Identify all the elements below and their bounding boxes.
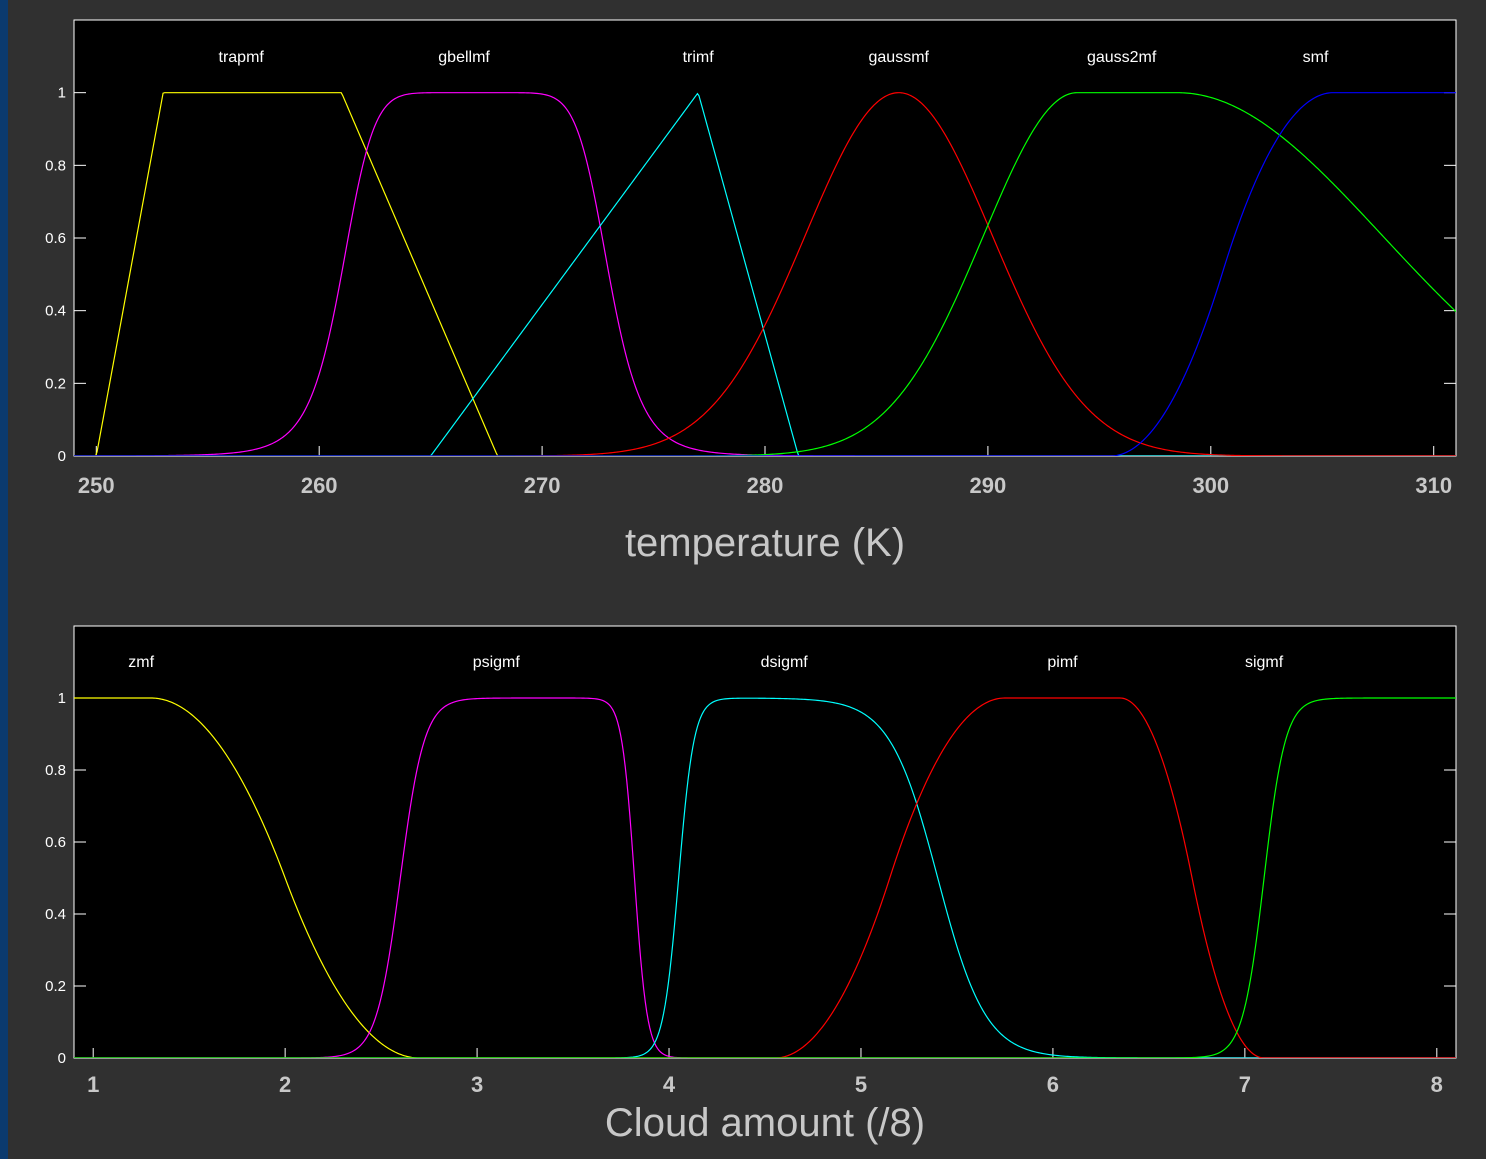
series-line-sigmf (74, 697, 1456, 1058)
series-label-dsigmf: dsigmf (761, 654, 809, 671)
x-tick-label: 260 (301, 473, 338, 498)
y-tick-label: 1 (58, 85, 66, 102)
y-tick-label: 0 (58, 1050, 66, 1067)
x-axis-title: Cloud amount (/8) (605, 1101, 925, 1145)
series-line-trimf (74, 92, 1456, 456)
y-tick-label: 0.6 (45, 230, 66, 247)
series-line-zmf (74, 697, 1456, 1058)
series-label-gbellmf: gbellmf (438, 49, 490, 66)
x-tick-label: 2 (279, 1072, 291, 1097)
series-line-trapmf (74, 92, 1456, 456)
x-axis-title: temperature (K) (625, 521, 905, 565)
series-label-sigmf: sigmf (1245, 654, 1284, 671)
y-tick-label: 0.4 (45, 303, 66, 320)
plot-area (73, 625, 1457, 1059)
x-tick-label: 3 (471, 1072, 483, 1097)
chart-panel-2: 0 0.2 0.4 0.6 0.8 1 1 2 3 4 5 6 7 8 Cloud amount (/8) z… (45, 625, 1457, 1145)
x-tick-label: 4 (663, 1072, 676, 1097)
series-line-gbellmf (74, 92, 1456, 456)
series-line-pimf (74, 697, 1456, 1058)
y-tick-label: 0.6 (45, 834, 66, 851)
y-tick-label: 0.8 (45, 157, 66, 174)
series-label-gauss2mf: gauss2mf (1087, 49, 1157, 66)
chart-panel-1: 0 0.2 0.4 0.6 0.8 1 250 260 270 280 290 300 310 tempe… (45, 19, 1457, 565)
x-tick-label: 250 (78, 473, 115, 498)
y-tick-label: 0.2 (45, 375, 66, 392)
series-label-pimf: pimf (1047, 654, 1078, 671)
series-line-gaussmf (74, 92, 1456, 456)
x-tick-label: 1 (87, 1072, 99, 1097)
x-tick-label: 280 (747, 473, 784, 498)
series-label-smf: smf (1303, 49, 1329, 66)
series-label-zmf: zmf (128, 654, 154, 671)
series-line-smf (74, 92, 1456, 456)
y-tick-label: 0.8 (45, 762, 66, 779)
series-label-gaussmf: gaussmf (869, 49, 930, 66)
figure-frame: 0 0.2 0.4 0.6 0.8 1 250 260 270 280 290 300 310 tempe… (8, 0, 1486, 1159)
x-tick-label: 270 (524, 473, 561, 498)
series-label-trimf: trimf (683, 49, 715, 66)
x-tick-label: 290 (970, 473, 1007, 498)
series-label-psigmf: psigmf (473, 654, 521, 671)
x-tick-label: 310 (1415, 473, 1452, 498)
x-tick-label: 5 (855, 1072, 867, 1097)
x-tick-label: 8 (1431, 1072, 1443, 1097)
series-line-dsigmf (74, 697, 1456, 1058)
series-line-gauss2mf (74, 92, 1456, 456)
x-tick-label: 7 (1239, 1072, 1251, 1097)
x-tick-label: 6 (1047, 1072, 1059, 1097)
y-tick-label: 0.4 (45, 906, 66, 923)
y-tick-label: 0.2 (45, 978, 66, 995)
y-tick-label: 1 (58, 690, 66, 707)
y-tick-label: 0 (58, 448, 66, 465)
plot-area (73, 19, 1457, 457)
x-tick-label: 300 (1192, 473, 1229, 498)
series-label-trapmf: trapmf (219, 49, 265, 66)
